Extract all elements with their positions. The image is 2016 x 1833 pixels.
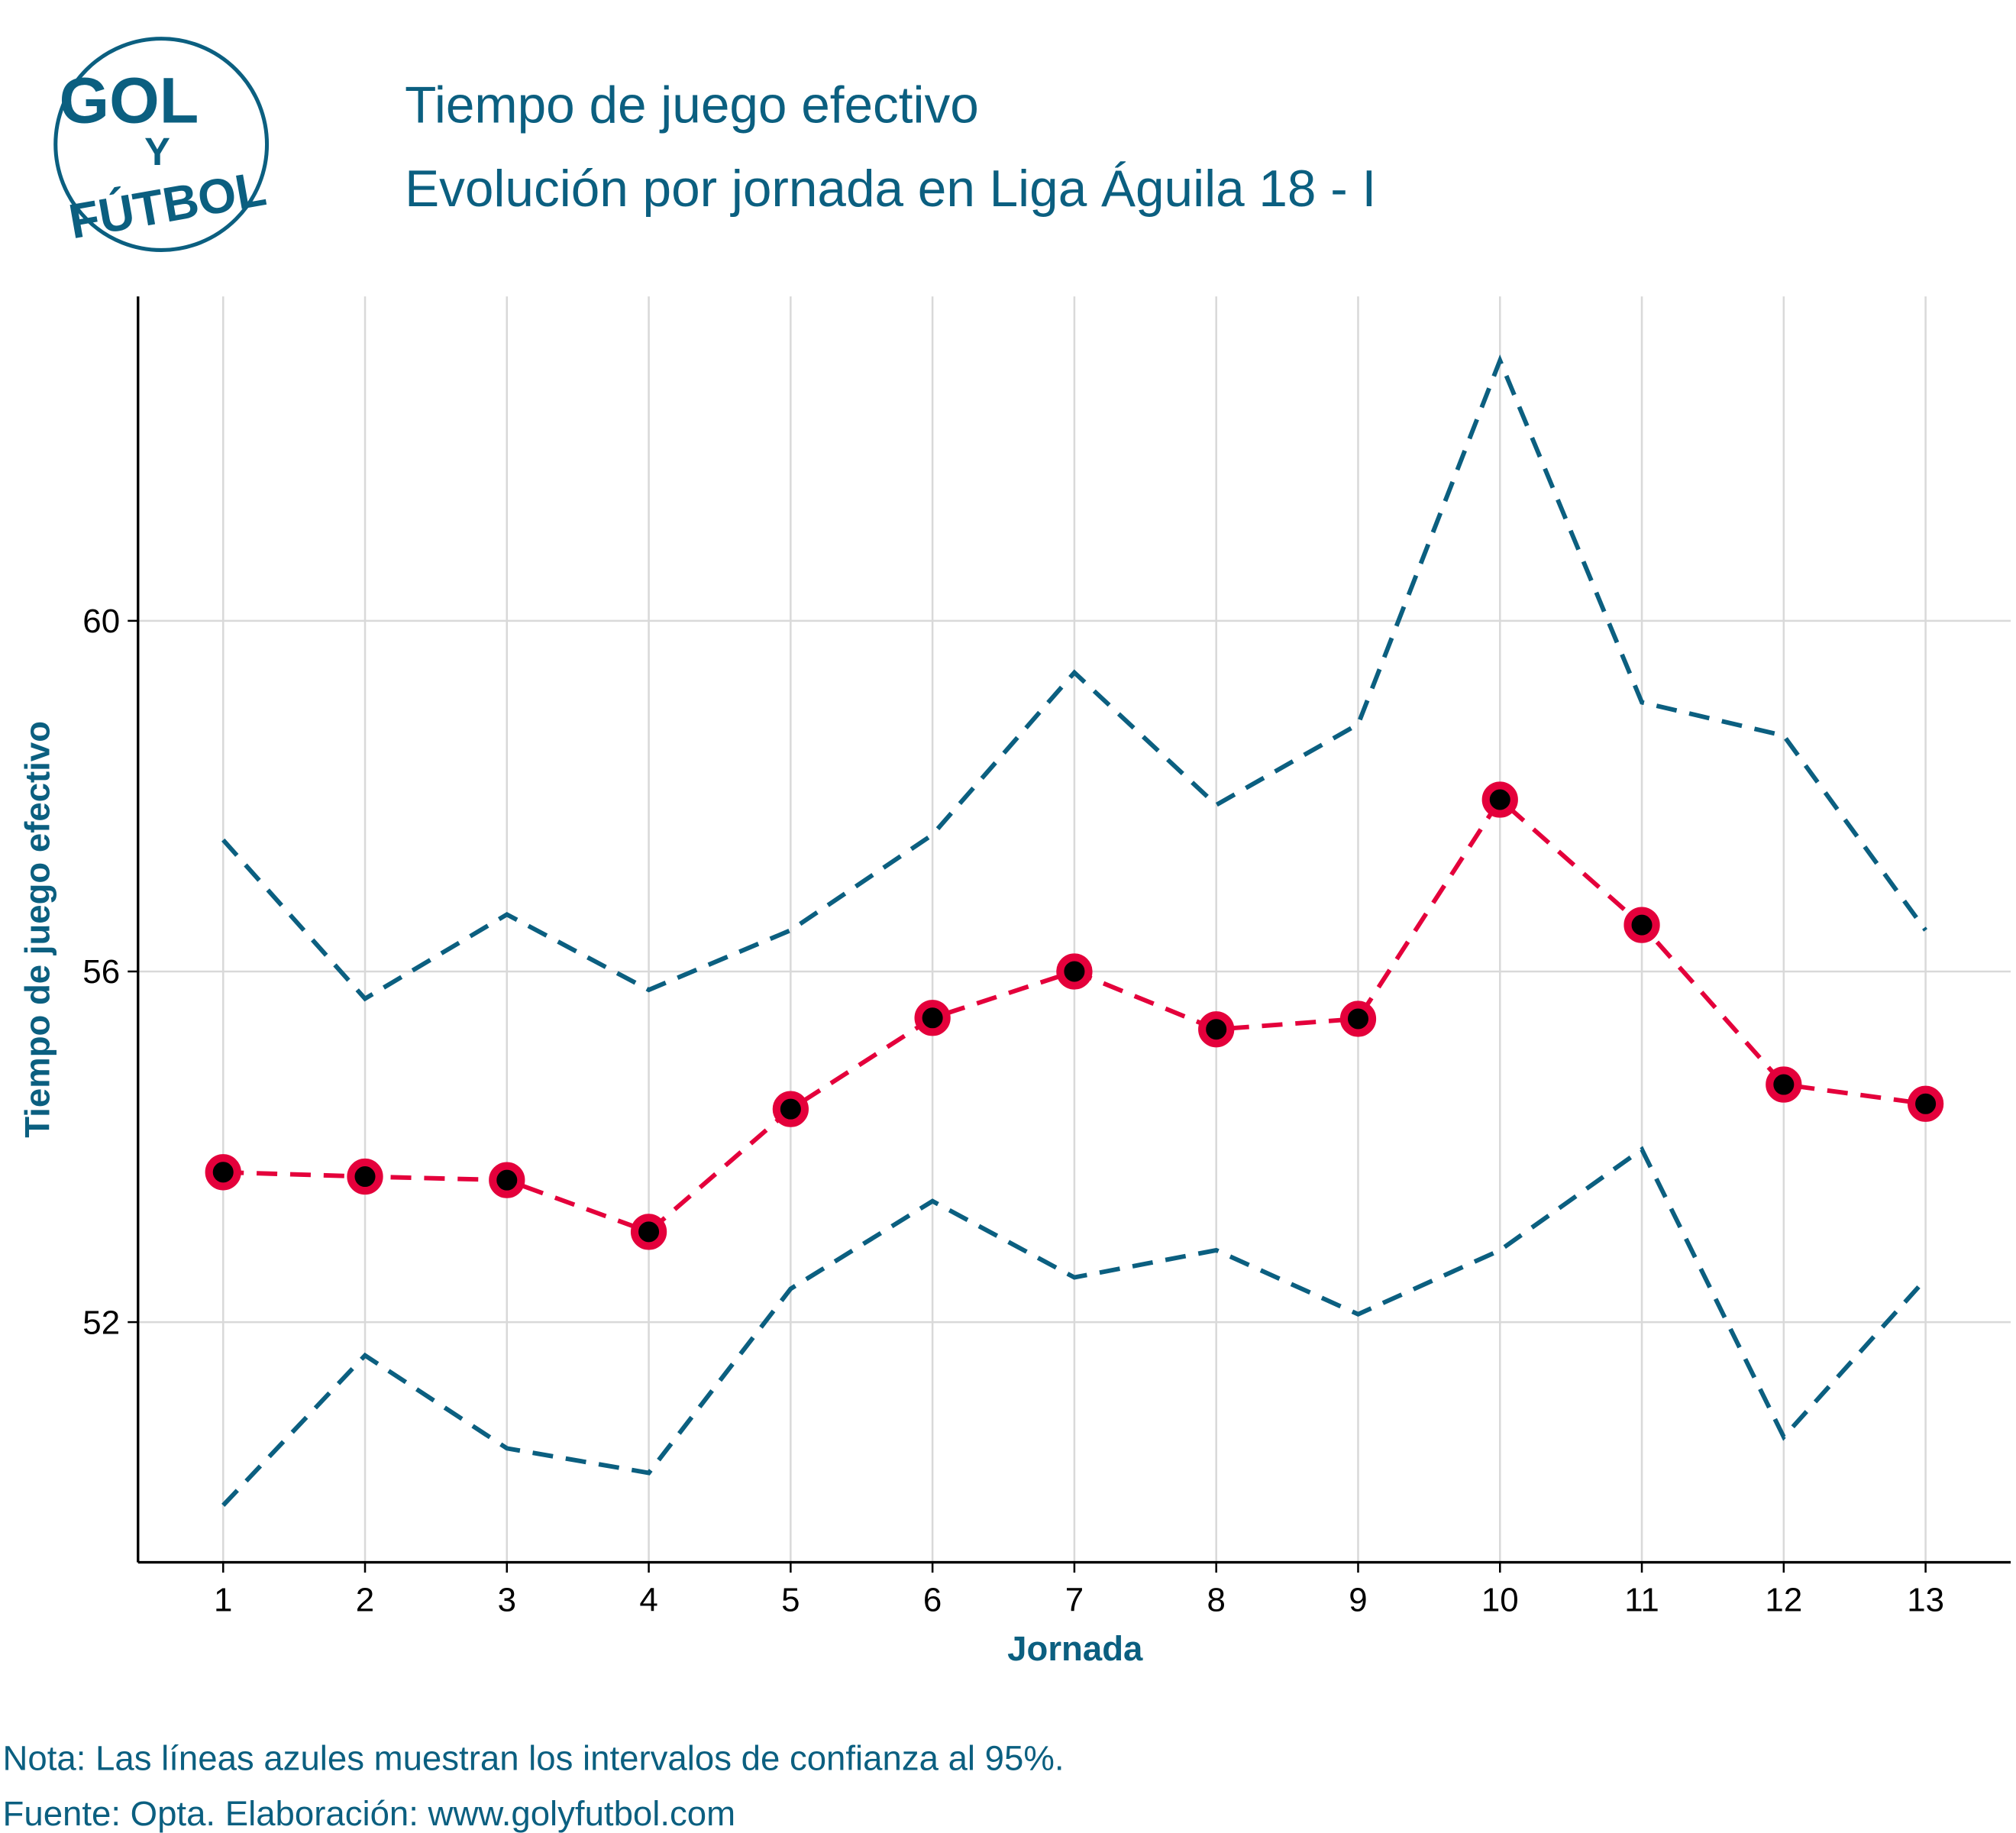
- x-tick-label: 5: [781, 1582, 800, 1619]
- data-point: [347, 1158, 383, 1195]
- chart-title: Tiempo de juego efectivo: [405, 76, 979, 134]
- caption-source: Fuente: Opta. Elaboración: www.golyfutbo…: [3, 1794, 736, 1833]
- y-tick-label: 56: [82, 953, 120, 991]
- data-point: [1198, 1011, 1235, 1048]
- x-axis-label: Jornada: [1007, 1629, 1143, 1668]
- series-line-lower-ci: [221, 1146, 1927, 1507]
- x-tick-label: 8: [1207, 1582, 1225, 1619]
- x-tick-label: 6: [923, 1582, 942, 1619]
- logo: GOL Y FÚTBOL: [53, 37, 270, 252]
- logo-text-gol: GOL: [60, 64, 199, 136]
- x-tick-label: 1: [214, 1582, 232, 1619]
- data-point: [1623, 907, 1660, 943]
- y-tick-label: 52: [82, 1304, 120, 1341]
- x-tick-label: 12: [1765, 1582, 1802, 1619]
- series-line-upper-ci: [221, 354, 1927, 1002]
- y-tick-label: 60: [82, 603, 120, 640]
- x-tick-label: 4: [639, 1582, 657, 1619]
- x-tick-label: 9: [1349, 1582, 1367, 1619]
- x-tick-label: 7: [1065, 1582, 1084, 1619]
- x-tick-label: 13: [1907, 1582, 1944, 1619]
- data-point: [914, 1000, 951, 1036]
- x-tick-label: 3: [498, 1582, 516, 1619]
- x-tick-label: 2: [356, 1582, 374, 1619]
- y-axis-label: Tiempo de juego efectivo: [18, 721, 57, 1138]
- chart-subtitle: Evolución por jornada en Liga Águila 18 …: [405, 160, 1376, 218]
- data-point: [205, 1154, 241, 1191]
- logo-text-y: Y: [144, 130, 170, 173]
- x-tick-label: 11: [1624, 1582, 1659, 1619]
- grid: [137, 296, 2011, 1563]
- x-tick-label: 10: [1481, 1582, 1519, 1619]
- logo-text-futbol: FÚTBOL: [65, 160, 270, 249]
- logo-globe-icon: [53, 37, 270, 252]
- data-point: [630, 1214, 667, 1250]
- series-layer: [205, 354, 1944, 1507]
- data-point: [1481, 781, 1518, 818]
- data-point: [1907, 1085, 1944, 1122]
- caption-note: Nota: Las líneas azules muestran los int…: [3, 1738, 1065, 1777]
- data-point: [1766, 1066, 1802, 1103]
- data-point: [1339, 1001, 1377, 1037]
- data-point: [1056, 953, 1093, 990]
- data-point: [772, 1091, 809, 1127]
- data-point: [489, 1162, 525, 1198]
